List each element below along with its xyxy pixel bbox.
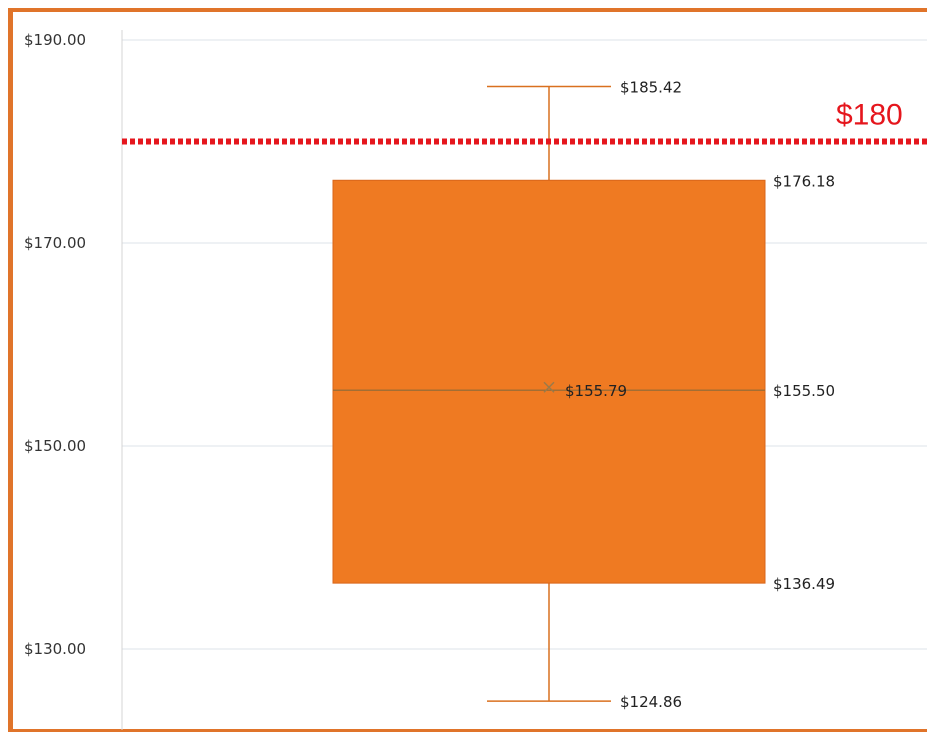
y-tick-labels: $190.00 $170.00 $150.00 $130.00 <box>24 31 86 658</box>
mean-label: $155.79 <box>565 382 627 400</box>
q1-label: $136.49 <box>773 575 835 593</box>
min-label: $124.86 <box>620 693 682 711</box>
data-labels: $185.42 $176.18 $155.79 $155.50 $136.49 $124.… <box>565 78 903 711</box>
q3-label: $176.18 <box>773 172 835 190</box>
max-label: $185.42 <box>620 78 682 96</box>
median-label: $155.50 <box>773 382 835 400</box>
y-tick-label: $170.00 <box>24 234 86 252</box>
mean-marker <box>543 381 555 393</box>
y-tick-label: $150.00 <box>24 437 86 455</box>
y-tick-label: $190.00 <box>24 31 86 49</box>
iqr-box <box>332 179 766 584</box>
reference-line-label: $180 <box>836 99 903 132</box>
mean-marker-stroke <box>543 381 555 393</box>
box-plot <box>122 85 927 702</box>
y-tick-label: $130.00 <box>24 640 86 658</box>
